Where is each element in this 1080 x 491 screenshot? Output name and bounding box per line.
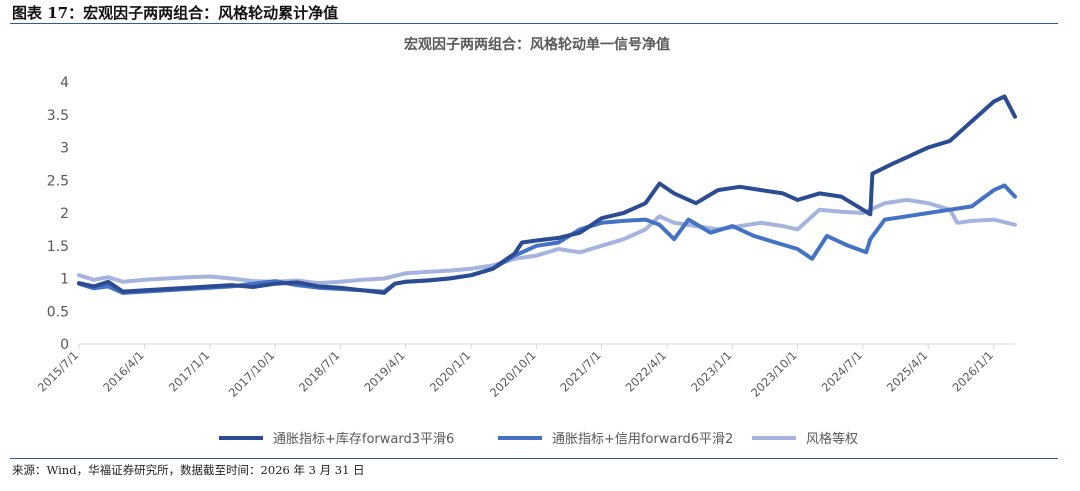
x-tick-label: 2020/10/1 — [487, 348, 539, 400]
y-tick-label: 1 — [60, 272, 69, 288]
x-tick-label: 2024/7/1 — [819, 348, 865, 394]
y-tick-label: 3 — [60, 141, 69, 157]
x-axis: 2015/7/1 2016/4/1 2017/1/1 2017/10/1 2018/7/… — [35, 343, 1015, 400]
x-tick-label: 2022/4/1 — [623, 348, 669, 394]
x-tick-label: 2018/7/1 — [296, 348, 342, 394]
series-layer — [77, 94, 1017, 295]
x-tick-label: 2020/1/1 — [427, 348, 473, 394]
y-tick-label: 0 — [60, 337, 69, 353]
source-note: 来源：Wind，华福证券研究所，数据截至时间：2026 年 3 月 31 日 — [12, 463, 365, 477]
legend-label-1: 通胀指标+库存forward3平滑6 — [273, 431, 454, 447]
x-tick-label: 2017/10/1 — [226, 348, 278, 400]
y-tick-label: 1.5 — [47, 239, 69, 255]
x-tick-label: 2023/10/1 — [748, 348, 800, 400]
y-tick-label: 0.5 — [47, 304, 69, 320]
series-line-3 — [77, 197, 1017, 286]
chart-area: 宏观因子两两组合：风格轮动单一信号净值 0 0.5 1 1.5 2 2.5 3 3.5 4 20… — [10, 24, 1058, 458]
chart-title: 宏观因子两两组合：风格轮动单一信号净值 — [404, 36, 670, 53]
legend-label-2: 通胀指标+信用forward6平滑2 — [552, 432, 733, 447]
top-rule — [10, 23, 1058, 24]
series-line-1 — [77, 94, 1017, 295]
y-tick-label: 4 — [60, 75, 69, 91]
y-tick-label: 3.5 — [47, 108, 69, 124]
bottom-rule — [10, 458, 1058, 459]
x-tick-label: 2025/4/1 — [884, 348, 930, 394]
x-tick-label: 2017/1/1 — [166, 348, 212, 394]
figure-title: 图表 17：宏观因子两两组合：风格轮动累计净值 — [12, 4, 339, 22]
x-tick-label: 2026/1/1 — [949, 348, 995, 394]
y-tick-label: 2.5 — [47, 173, 69, 189]
x-tick-label: 2023/1/1 — [688, 348, 734, 394]
legend-label-3: 风格等权 — [806, 431, 858, 447]
y-tick-label: 2 — [60, 206, 69, 222]
legend: 通胀指标+库存forward3平滑6 通胀指标+信用forward6平滑2 风格等权 — [219, 431, 858, 447]
x-tick-label: 2016/4/1 — [100, 348, 146, 394]
line-chart: 宏观因子两两组合：风格轮动单一信号净值 0 0.5 1 1.5 2 2.5 3 3.5 4 20… — [35, 36, 1017, 447]
x-tick-label: 2019/4/1 — [361, 348, 407, 394]
x-tick-label: 2021/7/1 — [557, 348, 603, 394]
x-tick-label: 2015/7/1 — [35, 348, 81, 394]
y-axis: 0 0.5 1 1.5 2 2.5 3 3.5 4 — [47, 75, 69, 353]
